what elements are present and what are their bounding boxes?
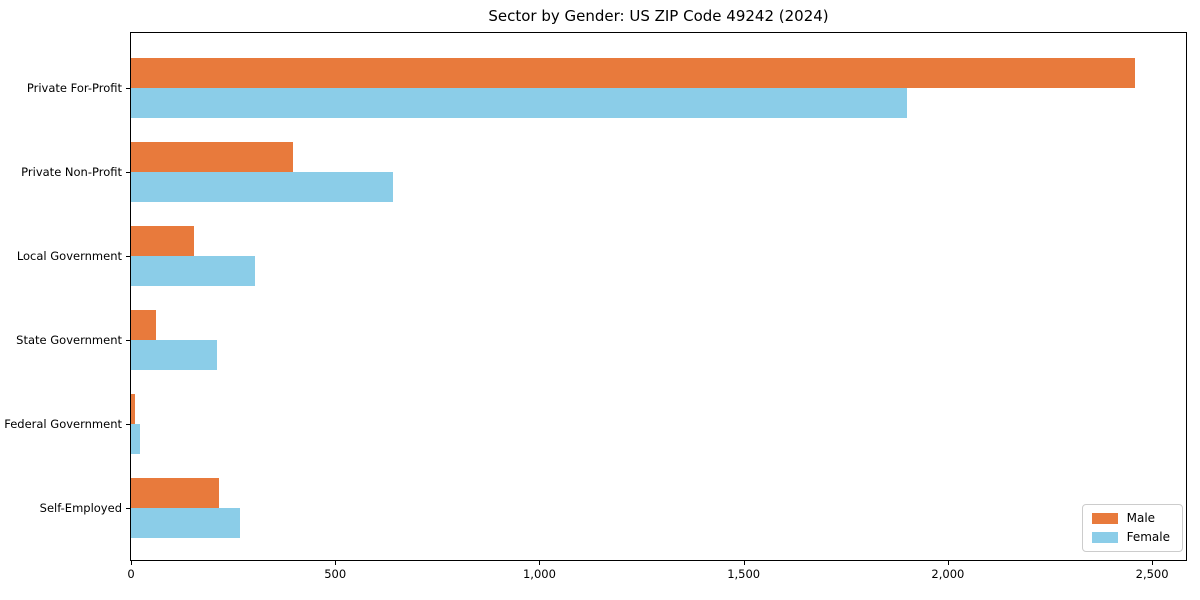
y-tick-label: Self-Employed [39, 501, 122, 515]
x-tick-mark [947, 561, 949, 565]
x-tick-label: 0 [127, 567, 135, 581]
y-tick-label: Local Government [16, 249, 122, 263]
bar-female-2 [131, 256, 256, 286]
bar-female-3 [131, 340, 218, 370]
y-tick-mark [126, 340, 130, 341]
y-tick-mark [126, 172, 130, 173]
bar-female-1 [131, 172, 393, 202]
legend-label-female: Female [1126, 530, 1170, 544]
y-tick-mark [126, 256, 130, 257]
bar-male-4 [131, 394, 135, 424]
y-tick-label: Federal Government [4, 417, 122, 431]
bar-male-5 [131, 478, 220, 508]
bar-male-3 [131, 310, 157, 340]
bar-female-4 [131, 424, 140, 454]
x-tick-label: 1,000 [522, 567, 556, 581]
legend-item-female: Female [1091, 530, 1170, 544]
x-tick-label: 500 [324, 567, 347, 581]
legend-swatch-male-icon [1091, 513, 1118, 524]
x-tick-mark [743, 561, 745, 565]
bar-male-1 [131, 142, 293, 172]
bar-male-0 [131, 58, 1135, 88]
legend-item-male: Male [1091, 511, 1170, 525]
bar-male-2 [131, 226, 194, 256]
bar-female-0 [131, 88, 908, 118]
x-tick-mark [131, 561, 132, 565]
legend-label-male: Male [1126, 511, 1156, 525]
y-tick-label: Private Non-Profit [21, 165, 122, 179]
legend-swatch-female-icon [1091, 532, 1118, 543]
plot-area: Male Female [130, 32, 1187, 561]
y-tick-label: State Government [16, 333, 122, 347]
x-tick-mark [539, 561, 541, 565]
x-tick-label: 1,500 [727, 567, 761, 581]
y-tick-mark [126, 88, 130, 89]
x-tick-label: 2,000 [931, 567, 965, 581]
x-tick-mark [335, 561, 337, 565]
y-tick-mark [126, 508, 130, 509]
x-tick-mark [1152, 561, 1154, 565]
bar-female-5 [131, 508, 241, 538]
chart-title: Sector by Gender: US ZIP Code 49242 (202… [488, 7, 829, 25]
y-tick-mark [126, 424, 130, 425]
legend: Male Female [1081, 504, 1183, 552]
x-tick-label: 2,500 [1135, 567, 1169, 581]
y-tick-label: Private For-Profit [26, 81, 122, 95]
